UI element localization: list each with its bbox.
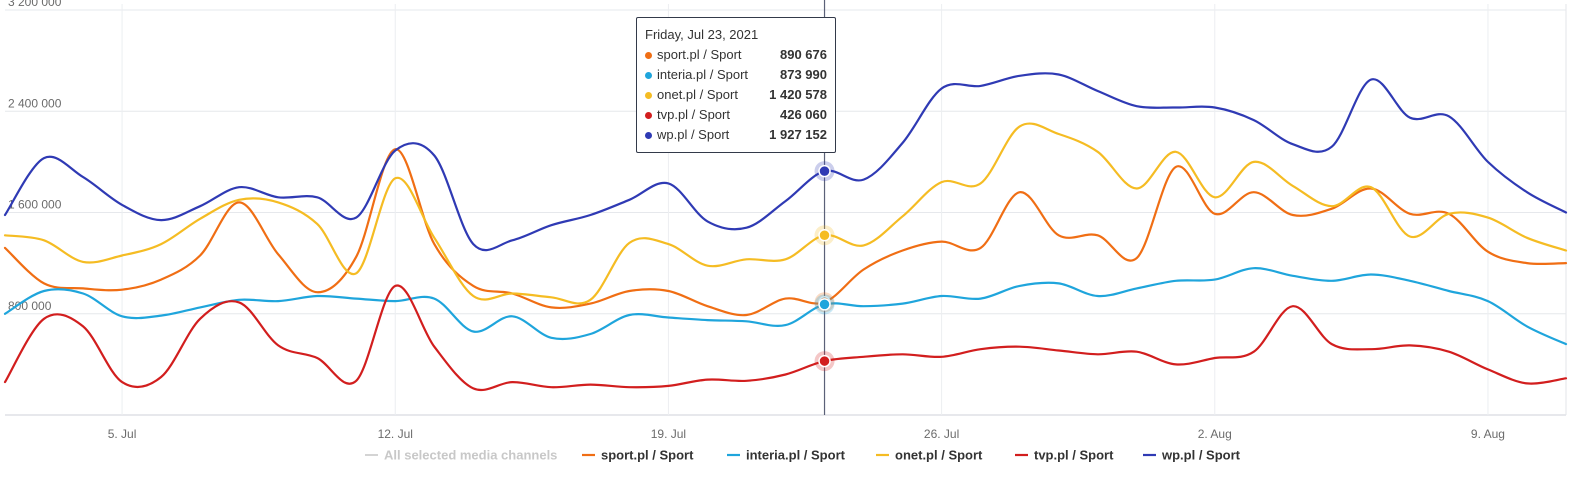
legend-item-tvp-pl[interactable]: tvp.pl / Sport [1015, 448, 1114, 463]
y-tick-label: 2 400 000 [8, 96, 62, 110]
legend-item-wp-pl[interactable]: wp.pl / Sport [1143, 448, 1241, 463]
series-lines[interactable] [3, 72, 1568, 392]
legend-item-onet-pl[interactable]: onet.pl / Sport [876, 448, 983, 463]
tooltip-row: interia.pl / Sport 873 990 [645, 65, 827, 85]
tooltip-series-name: interia.pl / Sport [657, 67, 749, 82]
legend-label: sport.pl / Sport [601, 448, 694, 463]
y-tick-label: 1 600 000 [8, 198, 62, 212]
series-line-onet-pl[interactable] [3, 122, 1568, 305]
legend-label: wp.pl / Sport [1161, 448, 1241, 463]
tooltip-series-value: 426 060 [780, 107, 827, 122]
tooltip-series-value: 873 990 [780, 67, 827, 82]
series-line-interia-pl[interactable] [3, 267, 1568, 346]
legend-label: onet.pl / Sport [895, 448, 983, 463]
legend-item-all[interactable]: All selected media channels [365, 448, 557, 463]
series-line-sport-pl[interactable] [3, 148, 1568, 317]
x-axis: 5. Jul 12. Jul 19. Jul 26. Jul 2. Aug 9. Aug [108, 427, 1505, 441]
tooltip: Friday, Jul 23, 2021 sport.pl / Sport 89… [636, 17, 836, 153]
tooltip-series-name: tvp.pl / Sport [657, 107, 730, 122]
tooltip-row: sport.pl / Sport 890 676 [645, 45, 827, 65]
legend-label: All selected media channels [384, 448, 557, 463]
data-point-marker [818, 354, 831, 368]
tooltip-series-name: sport.pl / Sport [657, 47, 742, 62]
legend[interactable]: All selected media channels sport.pl / Sp… [365, 448, 1241, 463]
tooltip-series-name: wp.pl / Sport [657, 127, 730, 142]
x-tick-label: 5. Jul [108, 427, 137, 441]
legend-label: tvp.pl / Sport [1034, 448, 1114, 463]
tooltip-date: Friday, Jul 23, 2021 [645, 27, 759, 42]
data-point-marker [818, 298, 831, 311]
tooltip-row: onet.pl / Sport 1 420 578 [645, 85, 827, 105]
tooltip-series-value: 890 676 [780, 47, 827, 62]
x-tick-label: 2. Aug [1198, 427, 1232, 441]
tooltip-row: wp.pl / Sport 1 927 152 [645, 125, 827, 145]
x-tick-label: 9. Aug [1471, 427, 1505, 441]
tooltip-dot-icon [645, 111, 652, 119]
data-point-marker [818, 228, 831, 242]
x-tick-label: 12. Jul [378, 427, 413, 441]
series-line-tvp-pl[interactable] [3, 284, 1568, 392]
tooltip-dot-icon [645, 71, 652, 79]
x-tick-label: 19. Jul [651, 427, 686, 441]
tooltip-series-name: onet.pl / Sport [657, 87, 738, 102]
tooltip-dot-icon [645, 91, 652, 99]
tooltip-row: tvp.pl / Sport 426 060 [645, 105, 827, 125]
legend-item-interia-pl[interactable]: interia.pl / Sport [727, 448, 846, 463]
x-tick-label: 26. Jul [924, 427, 959, 441]
y-tick-label: 800 000 [8, 299, 52, 313]
tooltip-series-value: 1 927 152 [769, 127, 827, 142]
tooltip-dot-icon [645, 51, 652, 59]
data-point-marker [818, 164, 831, 178]
tooltip-series-value: 1 420 578 [769, 87, 827, 102]
legend-label: interia.pl / Sport [746, 448, 846, 463]
series-line-wp-pl[interactable] [3, 72, 1568, 252]
tooltip-dot-icon [645, 131, 652, 139]
y-tick-label: 3 200 000 [8, 0, 62, 9]
legend-item-sport-pl[interactable]: sport.pl / Sport [582, 448, 694, 463]
y-axis: 800 000 1 600 000 2 400 000 3 200 000 [8, 0, 62, 313]
